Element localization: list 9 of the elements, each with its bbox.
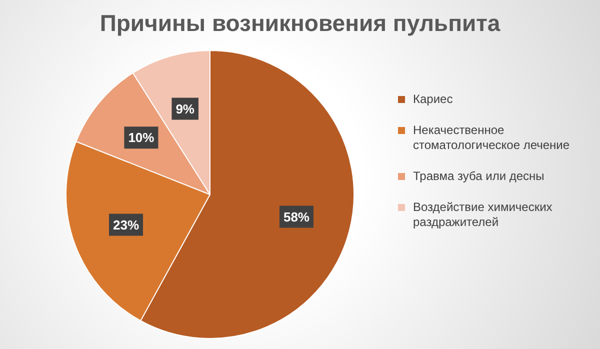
data-label: 9% xyxy=(176,101,195,116)
legend-label: Травма зуба или десны xyxy=(413,169,544,184)
legend-label: Воздействие химических раздражителей xyxy=(413,200,554,230)
chart-title: Причины возникновения пульпита xyxy=(98,10,502,37)
data-label: 23% xyxy=(112,217,140,232)
slice-label: Кариес xyxy=(413,92,453,107)
data-label: 58% xyxy=(283,209,310,224)
legend-label: Некачественное стоматологическое лечение xyxy=(413,123,571,153)
data-label: 10% xyxy=(128,130,155,146)
